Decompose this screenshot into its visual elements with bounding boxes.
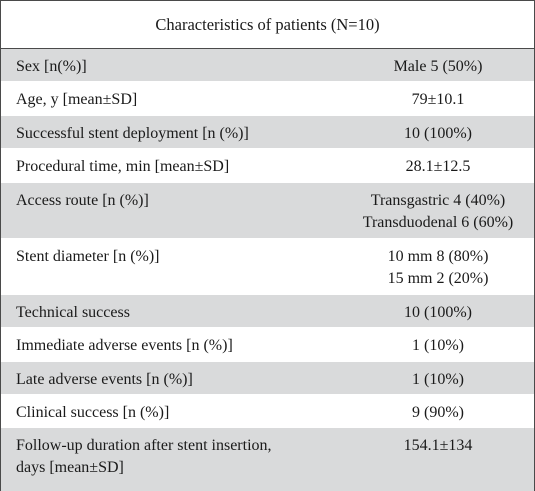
value-line: 1 (10%) (412, 371, 464, 388)
value-line: Male 5 (50%) (393, 58, 483, 75)
row-value-late-adverse: 1 (10%) (342, 362, 534, 394)
row-value-procedural-time: 28.1±12.5 (342, 149, 534, 182)
table-row: Access route [n (%)] Transgastric 4 (40%… (1, 183, 534, 239)
row-label-stent-diameter: Stent diameter [n (%)] (16, 248, 160, 265)
row-value-sex: Male 5 (50%) (342, 49, 534, 81)
row-value-access-route: Transgastric 4 (40%) Transduodenal 6 (60… (342, 183, 534, 238)
row-label-technical-success: Technical success (16, 304, 130, 321)
row-value-stent-deployment: 10 (100%) (342, 116, 534, 148)
value-line: 1 (10%) (412, 337, 464, 354)
table-row: Sex [n(%)] Male 5 (50%) (1, 49, 534, 82)
value-line: 10 mm 8 (80%) (387, 248, 489, 265)
row-label-procedural-time: Procedural time, min [mean±SD] (16, 158, 230, 175)
value-line: 28.1±12.5 (405, 158, 471, 175)
row-label-age: Age, y [mean±SD] (16, 91, 138, 108)
value-line: 154.1±134 (403, 437, 473, 454)
table-row: Stent diameter [n (%)] 10 mm 8 (80%) 15 … (1, 239, 534, 295)
table-row: Follow-up duration after stent insertion… (1, 428, 534, 491)
value-line: 9 (90%) (412, 404, 464, 421)
table-row: Technical success 10 (100%) (1, 295, 534, 328)
row-value-technical-success: 10 (100%) (342, 295, 534, 327)
row-value-clinical-success: 9 (90%) (342, 395, 534, 427)
row-label-follow-up: Follow-up duration after stent insertion… (16, 437, 272, 476)
row-label-stent-deployment: Successful stent deployment [n (%)] (16, 125, 249, 142)
table-row: Immediate adverse events [n (%)] 1 (10%) (1, 328, 534, 362)
table-row: Age, y [mean±SD] 79±10.1 (1, 82, 534, 116)
value-line: Transduodenal 6 (60%) (362, 214, 514, 231)
row-label-access-route: Access route [n (%)] (16, 192, 149, 209)
value-line: Transgastric 4 (40%) (370, 192, 506, 209)
table-caption: Characteristics of patients (N=10) (1, 1, 534, 49)
table-row: Clinical success [n (%)] 9 (90%) (1, 395, 534, 428)
table-row: Late adverse events [n (%)] 1 (10%) (1, 362, 534, 395)
table-row: Procedural time, min [mean±SD] 28.1±12.5 (1, 149, 534, 183)
value-line: 10 (100%) (404, 304, 472, 321)
row-value-stent-diameter: 10 mm 8 (80%) 15 mm 2 (20%) (342, 239, 534, 294)
row-label-late-adverse: Late adverse events [n (%)] (16, 371, 193, 388)
row-label-clinical-success: Clinical success [n (%)] (16, 404, 170, 421)
row-value-follow-up: 154.1±134 (342, 428, 534, 491)
table-row: Successful stent deployment [n (%)] 10 (… (1, 116, 534, 149)
row-label-immediate-adverse: Immediate adverse events [n (%)] (16, 337, 233, 354)
row-label-sex: Sex [n(%)] (16, 58, 87, 75)
value-line: 15 mm 2 (20%) (387, 270, 489, 287)
row-value-age: 79±10.1 (342, 82, 534, 115)
value-line: 79±10.1 (411, 91, 465, 108)
value-line: 10 (100%) (404, 125, 472, 142)
row-value-immediate-adverse: 1 (10%) (342, 328, 534, 361)
